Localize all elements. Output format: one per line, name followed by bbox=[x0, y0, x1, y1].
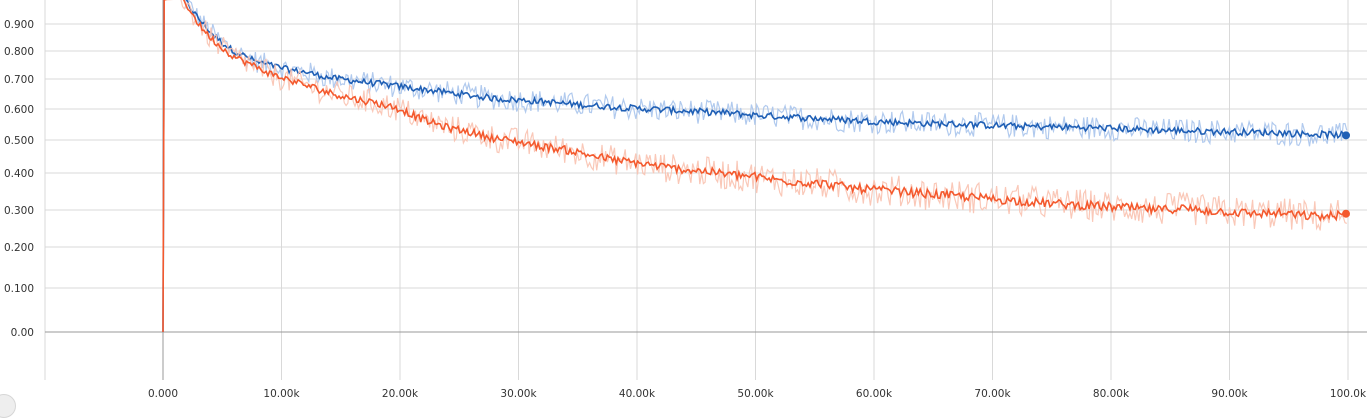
x-tick-label: 70.00k bbox=[974, 388, 1011, 400]
y-tick-label: 0.100 bbox=[4, 283, 34, 295]
x-tick-label: 40.00k bbox=[619, 388, 656, 400]
x-tick-label: 100.0k bbox=[1330, 388, 1367, 400]
y-tick-label: 0.800 bbox=[4, 46, 34, 58]
series-end-point bbox=[1342, 131, 1350, 140]
series-smoothed-line bbox=[162, 0, 1348, 333]
y-tick-label: 0.300 bbox=[4, 205, 34, 217]
y-tick-label: 0.400 bbox=[4, 168, 34, 180]
chart: 0.000 10.00k 20.00k 30.00k 40.00k 50.00k 60.00… bbox=[4, 0, 1367, 400]
series-smoothed-line bbox=[162, 0, 1347, 333]
y-tick-label: 0.600 bbox=[4, 104, 34, 116]
x-tick-label: 80.00k bbox=[1093, 388, 1130, 400]
series-end-point bbox=[1342, 209, 1350, 218]
series-1 bbox=[162, 0, 1350, 333]
tick-labels: 0.000 10.00k 20.00k 30.00k 40.00k 50.00k 60.00… bbox=[4, 19, 1367, 400]
y-tick-label: 0.900 bbox=[4, 19, 34, 31]
y-tick-label: 0.700 bbox=[4, 74, 34, 86]
y-tick-label: 0.200 bbox=[4, 242, 34, 254]
x-tick-label: 30.00k bbox=[500, 388, 537, 400]
x-tick-label: 50.00k bbox=[737, 388, 774, 400]
x-tick-label: 20.00k bbox=[382, 388, 419, 400]
series-layer bbox=[162, 0, 1350, 333]
x-tick-label: 0.000 bbox=[148, 388, 178, 400]
series-raw-line bbox=[162, 0, 1348, 333]
y-tick-label: 0.500 bbox=[4, 135, 34, 147]
x-tick-label: 60.00k bbox=[856, 388, 893, 400]
x-tick-label: 10.00k bbox=[263, 388, 300, 400]
series-0 bbox=[162, 0, 1350, 333]
y-tick-label: 0.00 bbox=[11, 327, 34, 339]
series-raw-line bbox=[162, 0, 1348, 333]
grid bbox=[44, 0, 1367, 380]
x-tick-label: 90.00k bbox=[1211, 388, 1248, 400]
